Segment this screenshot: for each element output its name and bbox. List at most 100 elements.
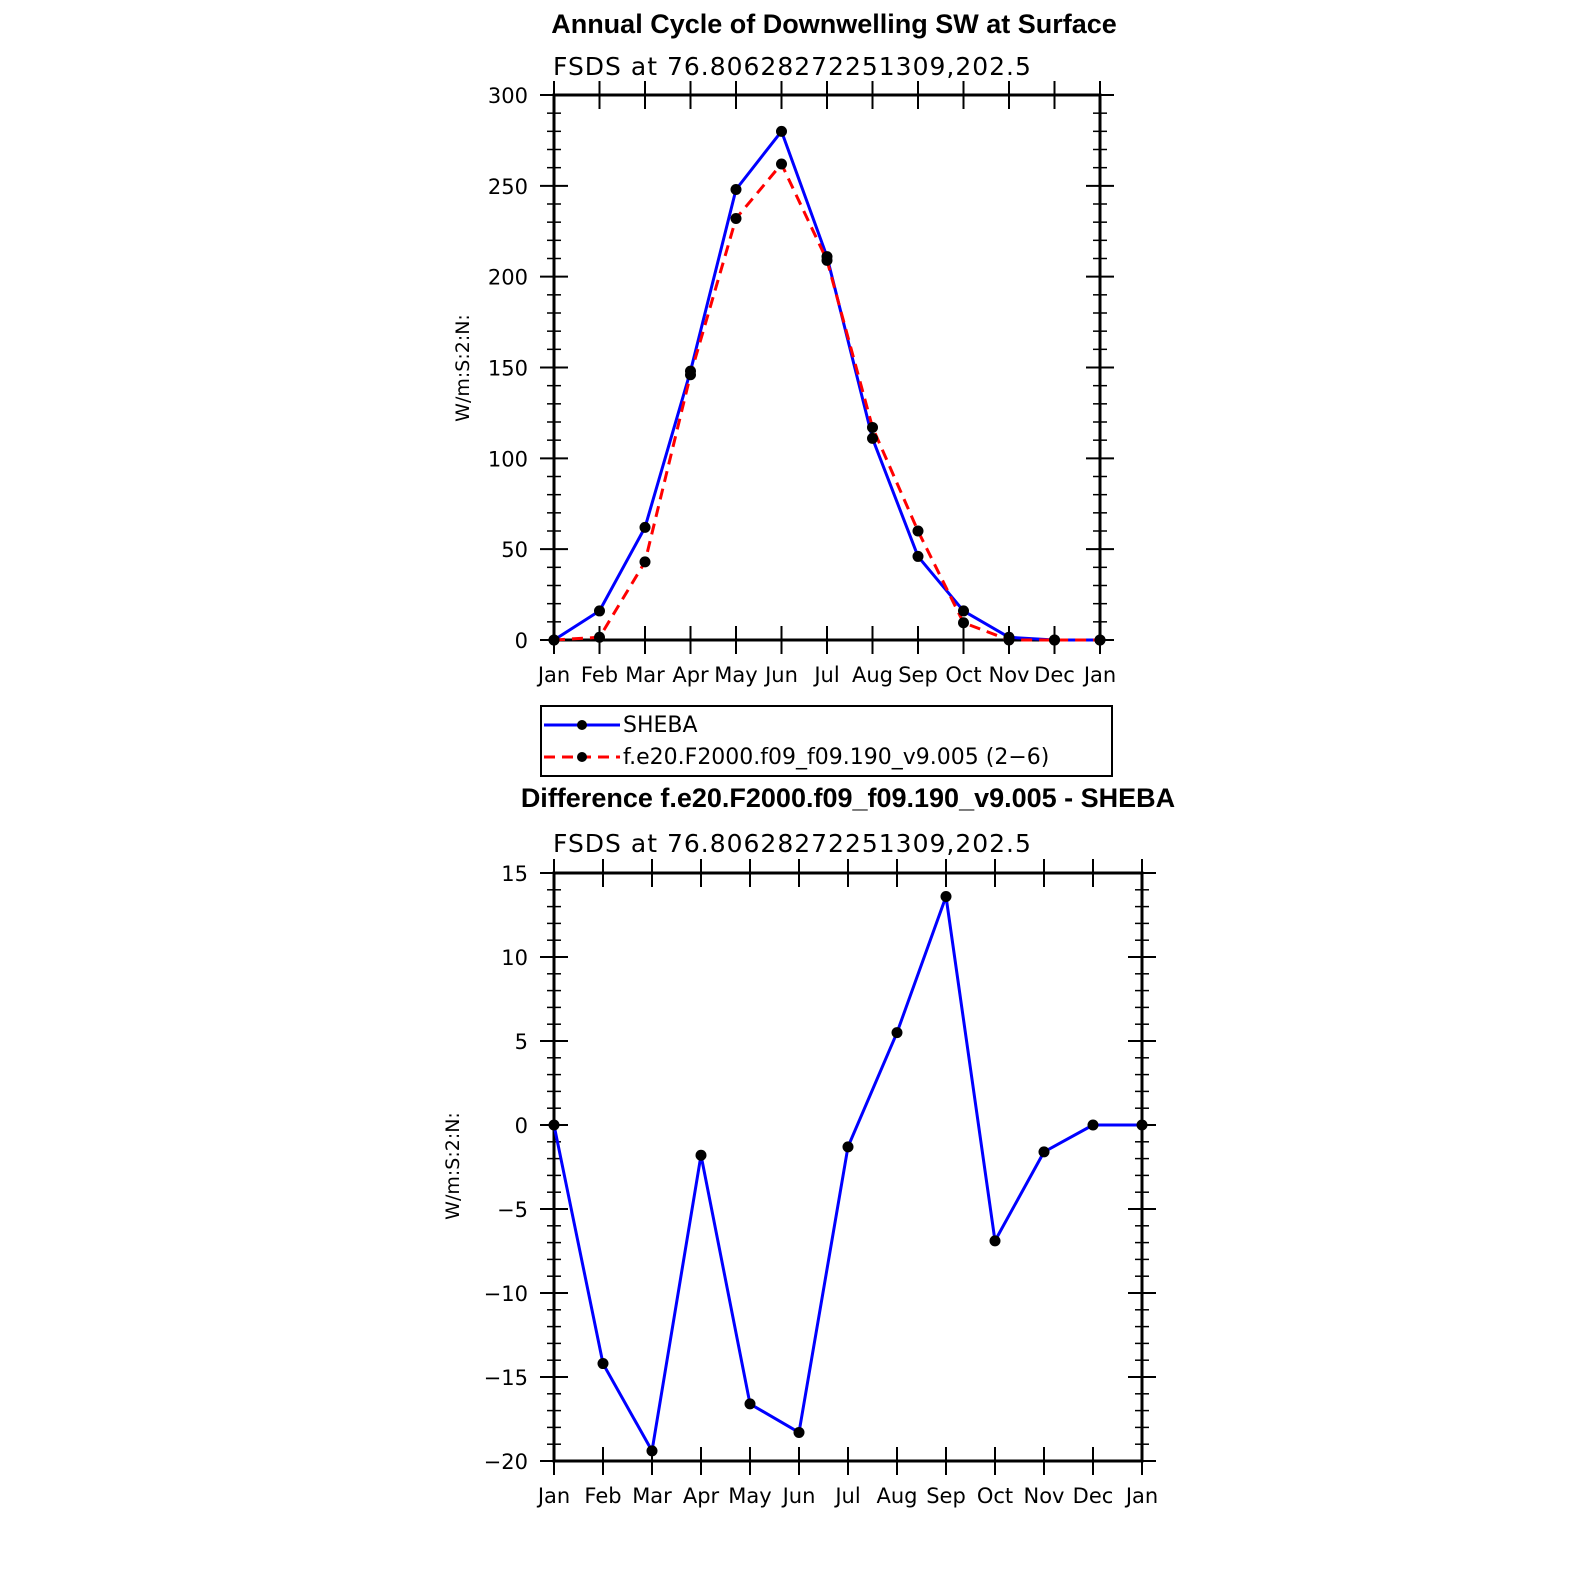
data-point — [912, 525, 924, 537]
legend-entry-sheba: SHEBA — [544, 713, 698, 738]
data-point — [639, 521, 651, 533]
data-point — [912, 550, 924, 562]
x-tick-label: Aug — [876, 1484, 917, 1508]
data-point — [730, 183, 742, 195]
y-axis-label: W/m:S:2:N: — [452, 314, 474, 422]
x-tick-label: Feb — [581, 663, 618, 687]
x-tick-label: Jul — [833, 1484, 860, 1508]
data-point — [891, 1027, 903, 1039]
x-tick-label: May — [714, 663, 757, 687]
chart-title: Annual Cycle of Downwelling SW at Surfac… — [551, 9, 1117, 39]
series-1 — [553, 162, 1100, 642]
y-tick-label: −15 — [484, 1366, 528, 1390]
chart-subtitle: FSDS at 76.80628272251309,202.5 — [553, 829, 1032, 858]
data-point — [867, 432, 878, 444]
y-tick-label: 5 — [515, 1030, 528, 1054]
data-point — [821, 254, 833, 266]
data-point — [594, 605, 605, 617]
x-tick-label: Nov — [1024, 1484, 1065, 1508]
x-tick-label: Dec — [1034, 663, 1075, 687]
series-0 — [553, 129, 1100, 642]
x-tick-label: Dec — [1073, 1484, 1114, 1508]
data-point — [1094, 634, 1106, 646]
series-markers-1 — [548, 158, 1106, 646]
chart-subtitle: FSDS at 76.80628272251309,202.5 — [553, 52, 1032, 81]
plot-frame — [552, 871, 1144, 1463]
legend-box — [540, 705, 1113, 777]
y-axis-label: W/m:S:2:N: — [442, 1112, 464, 1220]
y-tick-label: 150 — [488, 357, 528, 381]
series-0 — [552, 895, 1142, 1453]
data-point — [646, 1445, 658, 1457]
x-tick-label: Jan — [1124, 1484, 1158, 1508]
x-tick-label: Mar — [632, 1484, 672, 1508]
legend-label-model: f.e20.F2000.f09_f09.190_v9.005 (2−6) — [623, 745, 1049, 770]
x-tick-label: Oct — [977, 1484, 1013, 1508]
y-tick-label: −10 — [484, 1282, 528, 1306]
y-axis-ticks: −20 −15 −10 −5 0 5 10 15 — [484, 862, 1156, 1474]
legend-marker-model — [577, 752, 587, 762]
plot-frame — [552, 93, 1102, 642]
legend-entry-model: f.e20.F2000.f09_f09.190_v9.005 (2−6) — [544, 745, 1049, 770]
data-point — [1087, 1119, 1099, 1131]
legend-marker-sheba — [577, 720, 587, 730]
data-point — [744, 1398, 756, 1410]
x-tick-label: Apr — [672, 663, 709, 687]
x-tick-label: Jun — [781, 1484, 816, 1508]
data-point — [597, 1358, 609, 1370]
data-point — [1136, 1119, 1148, 1131]
x-tick-label: Apr — [683, 1484, 720, 1508]
y-tick-label: 15 — [501, 862, 528, 886]
series-markers-0 — [548, 125, 1106, 646]
data-point — [793, 1426, 805, 1438]
data-point — [594, 631, 605, 643]
data-point — [1038, 1146, 1050, 1158]
x-tick-label: Jan — [1082, 663, 1116, 687]
x-axis-ticks: Jan Feb Mar Apr May Jun Jul Aug Sep Oct Nov Dec Jan — [536, 859, 1158, 1508]
chart-title: Difference f.e20.F2000.f09_f09.190_v9.00… — [521, 783, 1175, 813]
data-point — [940, 891, 952, 903]
x-tick-label: Feb — [584, 1484, 621, 1508]
x-tick-label: Aug — [852, 663, 893, 687]
legend-label-sheba: SHEBA — [623, 713, 698, 738]
y-tick-label: 0 — [515, 1114, 528, 1138]
y-axis-ticks: 0 50 100 150 200 250 300 — [488, 84, 1114, 653]
series-line — [553, 129, 1100, 642]
data-point — [1049, 634, 1060, 646]
data-point — [776, 125, 787, 137]
y-tick-label: 250 — [488, 175, 528, 199]
data-point — [958, 605, 969, 617]
data-point — [776, 158, 787, 170]
y-tick-label: 300 — [488, 84, 528, 108]
data-point — [1003, 634, 1015, 646]
data-point — [842, 1141, 854, 1153]
legend: SHEBA f.e20.F2000.f09_f09.190_v9.005 (2−… — [540, 705, 1113, 777]
x-tick-label: Jan — [536, 663, 570, 687]
y-tick-label: 100 — [488, 447, 528, 471]
x-tick-label: Mar — [625, 663, 665, 687]
x-tick-label: May — [728, 1484, 771, 1508]
y-tick-label: 200 — [488, 266, 528, 290]
x-tick-label: Sep — [898, 663, 938, 687]
data-point — [867, 421, 878, 433]
x-tick-label: Jan — [536, 1484, 570, 1508]
y-tick-label: 0 — [515, 629, 528, 653]
series-line — [553, 162, 1100, 642]
x-tick-label: Oct — [945, 663, 981, 687]
data-point — [548, 1119, 560, 1131]
x-tick-label: Sep — [926, 1484, 966, 1508]
data-point — [989, 1235, 1001, 1247]
data-point — [695, 1149, 707, 1161]
x-axis-ticks: Jan Feb Mar Apr May Jun Jul Aug Sep Oct Nov Dec Jan — [536, 81, 1116, 687]
annual-cycle-panel: Annual Cycle of Downwelling SW at Surfac… — [452, 9, 1117, 687]
x-tick-label: Jul — [812, 663, 839, 687]
data-point — [730, 213, 742, 225]
data-point — [685, 369, 696, 381]
y-tick-label: −5 — [497, 1198, 528, 1222]
data-point — [958, 617, 969, 629]
x-tick-label: Nov — [989, 663, 1030, 687]
difference-panel: Difference f.e20.F2000.f09_f09.190_v9.00… — [442, 783, 1175, 1508]
series-markers-0 — [548, 891, 1148, 1457]
y-tick-label: 50 — [501, 538, 528, 562]
